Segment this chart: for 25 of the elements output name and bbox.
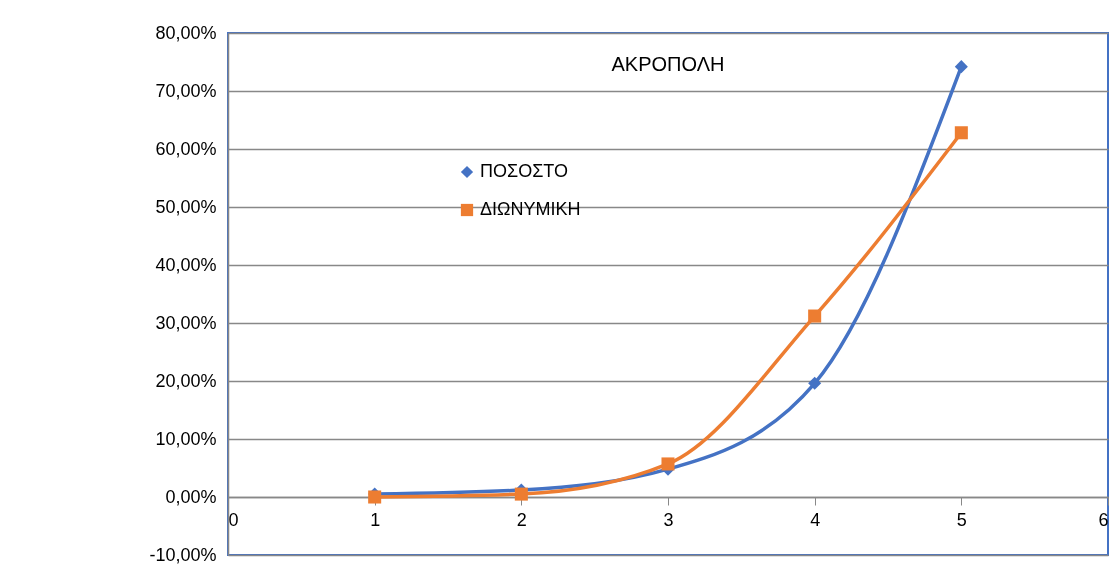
point (808, 309, 822, 323)
x-tick-label: 2 (516, 509, 527, 530)
x-tick-label: 0 (228, 509, 239, 530)
x-tick-label: 1 (370, 509, 381, 530)
x-tick-label: 3 (663, 509, 674, 530)
y-tick-label: 20,00% (155, 370, 217, 391)
text: ΑΚΡΟΠΟΛΗ (611, 53, 725, 75)
point (954, 126, 968, 140)
y-tick-label: 60,00% (155, 138, 217, 159)
y-tick-label: 80,00% (155, 22, 217, 43)
point (514, 487, 528, 501)
y-tick-label: 30,00% (155, 312, 217, 333)
legend-label: ΠΟΣΟΣΤΟ (480, 161, 568, 181)
y-tick-label: 0,00% (165, 486, 217, 507)
x-tick-label: 5 (956, 509, 967, 530)
y-tick-label: -10,00% (149, 544, 217, 565)
point (661, 457, 675, 471)
legend-label: ΔΙΩΝΥΜΙΚΗ (480, 199, 581, 219)
y-tick-label: 70,00% (155, 80, 217, 101)
y-tick-label: 50,00% (155, 196, 217, 217)
point (808, 376, 822, 390)
y-tick-label: 10,00% (155, 428, 217, 449)
y-tick-label: 40,00% (155, 254, 217, 275)
x-tick-label: 4 (810, 509, 821, 530)
point (954, 60, 968, 74)
